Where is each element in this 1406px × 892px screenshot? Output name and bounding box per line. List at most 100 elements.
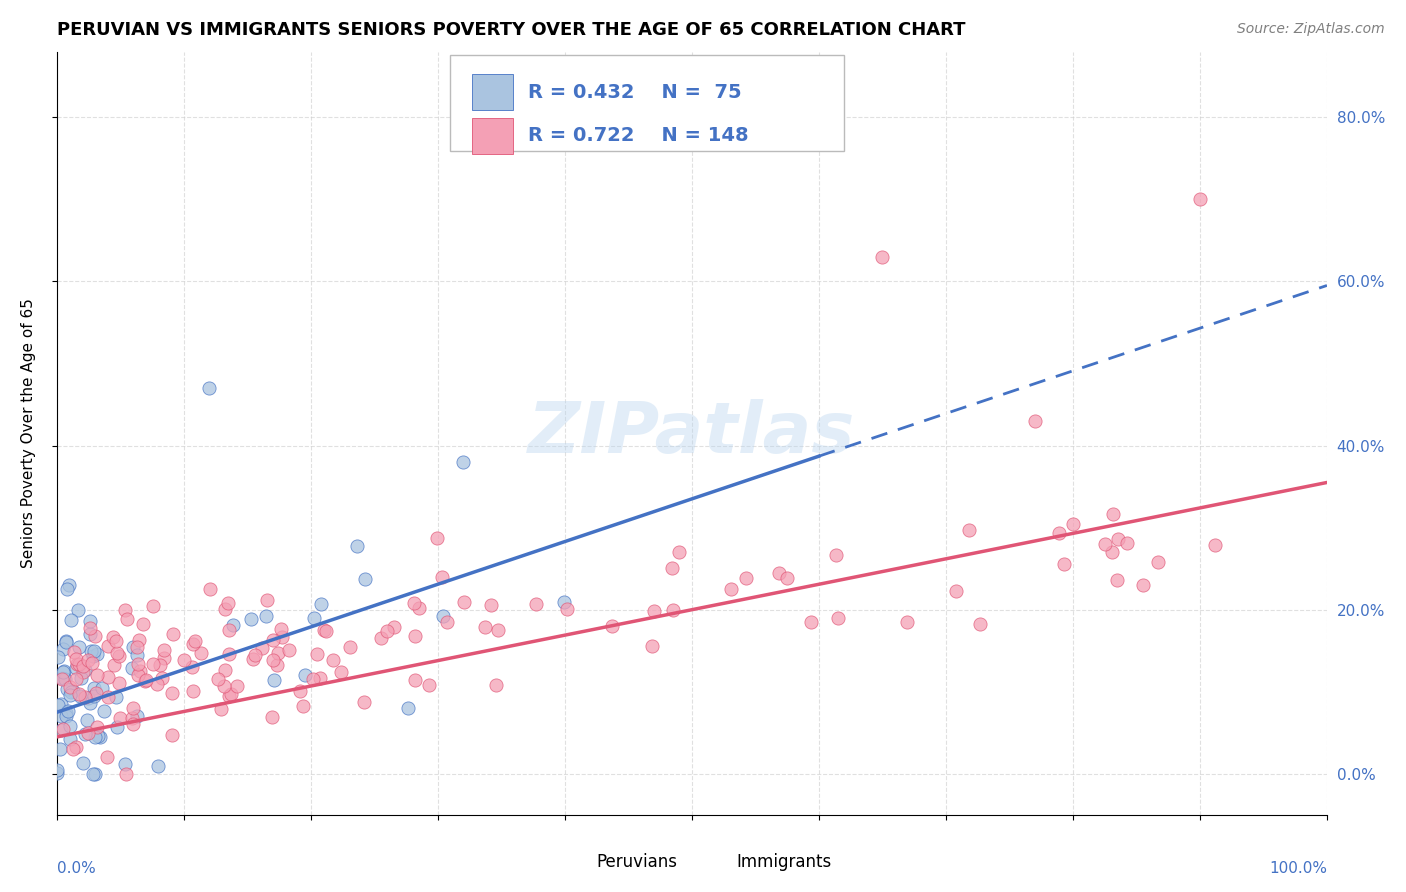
Point [58,578,80,592]
Point [79,627,101,641]
Point [70,671,93,685]
Point [83,644,105,658]
Point [65,740,87,755]
Point [56,704,79,718]
Point [1047,526,1070,541]
Point [153,642,176,657]
Point [79,696,101,710]
Point [160,686,183,700]
Point [128,657,150,672]
Point [103,657,125,672]
Point [65,652,87,666]
Point [76,726,98,740]
Point [77,691,100,706]
Point [218,689,240,703]
Point [69,690,91,704]
Point [66,657,89,672]
Point [181,636,204,650]
Point [67,640,90,655]
Point [97,670,120,684]
Point [1062,517,1084,532]
Text: R = 0.432    N =  75: R = 0.432 N = 75 [527,83,741,102]
Bar [558,849,586,872]
Point [305,648,328,662]
Point [661,561,683,575]
Point [555,601,578,615]
Point [83,628,105,642]
Point [105,634,128,648]
Point [51,672,73,686]
Point [198,381,221,395]
Point [84,686,107,700]
Point [641,640,664,654]
Point [108,711,131,725]
Point [115,612,138,626]
Point [309,597,332,611]
Point [190,646,212,660]
Point [720,582,742,597]
Point [49,709,72,723]
Point [217,596,239,610]
Point [302,672,325,686]
Point [107,646,129,660]
Point [370,631,392,645]
Point [896,615,918,629]
Point [1204,538,1226,552]
Point [150,671,173,685]
Point [59,613,82,627]
Point [553,595,575,609]
Point [375,624,398,638]
Point [53,664,76,678]
Point [132,617,155,632]
Point [957,523,980,537]
Point [243,648,266,663]
Point [77,653,100,667]
Point [128,664,150,678]
Point [354,573,377,587]
Point [67,687,90,701]
Point [314,623,336,637]
Point [486,623,509,637]
Point [184,633,207,648]
Point [1132,577,1154,591]
Bar [472,118,513,154]
Point [214,602,236,616]
Point [218,647,240,661]
Point [72,659,94,673]
Point [212,679,235,693]
Point [134,673,156,688]
Point [55,634,77,648]
Point [51,672,73,686]
Point [242,652,264,666]
Point [969,617,991,632]
Point [309,671,332,685]
Point [105,720,128,734]
Point [322,653,344,667]
Point [83,730,105,744]
Point [125,648,148,662]
Point [83,767,105,781]
Point [101,630,124,644]
Point [149,657,172,672]
Point [48,742,70,756]
Point [55,681,77,696]
Point [353,695,375,709]
Point [51,723,73,738]
Point [59,685,82,699]
Point [87,729,110,743]
Point [339,640,361,654]
Point [121,640,143,654]
Point [198,582,221,596]
Point [262,633,284,648]
Point [153,651,176,665]
Point [89,730,111,744]
Point [294,668,316,682]
Text: PERUVIAN VS IMMIGRANTS SENIORS POVERTY OVER THE AGE OF 65 CORRELATION CHART: PERUVIAN VS IMMIGRANTS SENIORS POVERTY O… [56,21,965,39]
Point [430,570,453,584]
Point [225,679,247,693]
Point [72,756,94,770]
Point [404,629,426,643]
Point [254,608,277,623]
Point [1105,573,1128,587]
Point [207,672,229,686]
